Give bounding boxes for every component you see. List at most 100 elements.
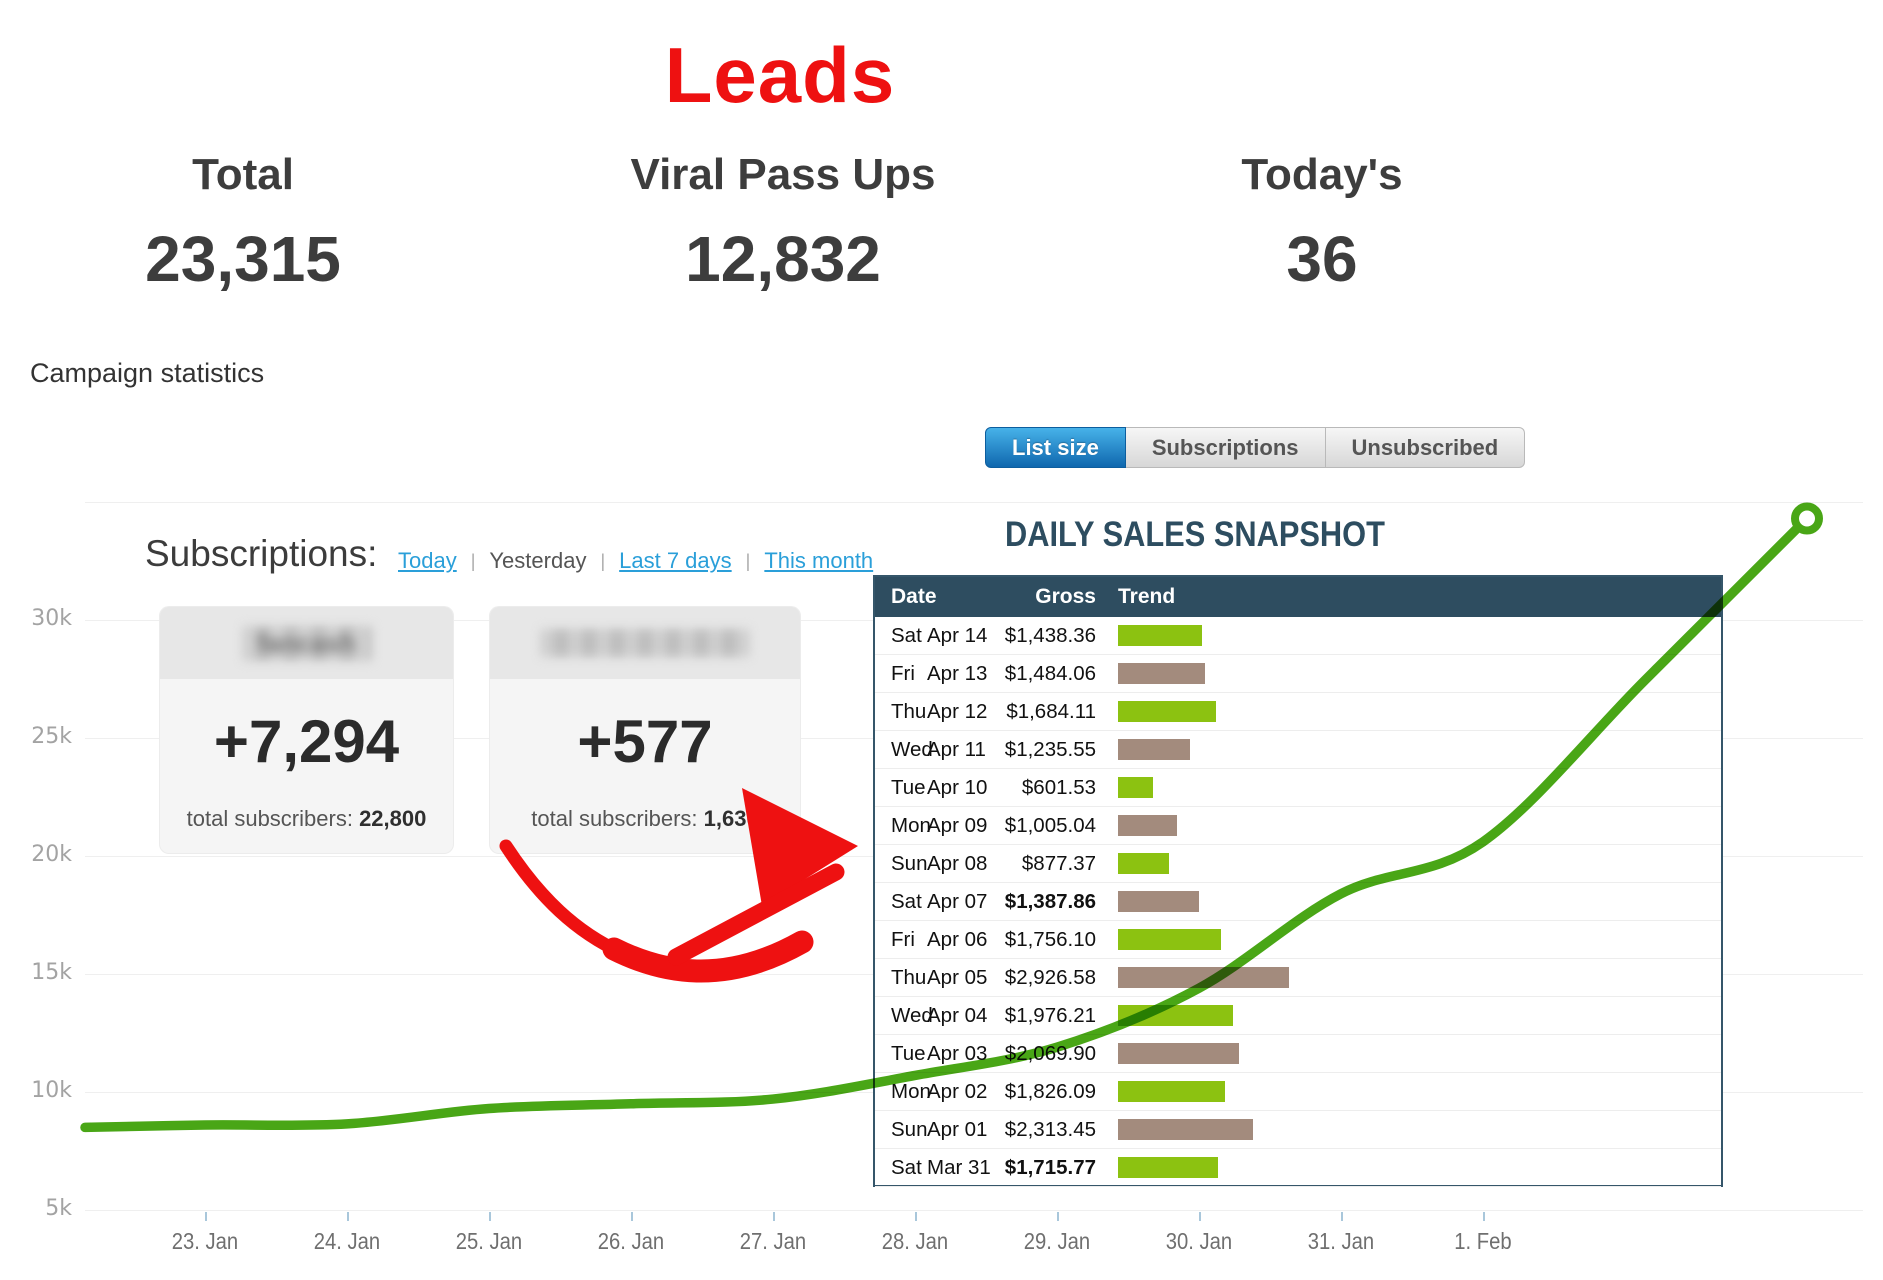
period-link-this-month[interactable]: This month [764, 548, 874, 573]
trend-bar [1118, 929, 1221, 950]
sales-row-apr-06: Fri Apr 06 $1,756.10 [875, 921, 1721, 959]
redacted-list-name: fancash [241, 625, 372, 661]
daily-sales-table: Date Gross Trend Sat Apr 14 $1,438.36 Fri Ap… [873, 575, 1723, 1187]
cell-date: Apr 12 [927, 699, 988, 723]
trend-line-end-marker [1791, 502, 1823, 535]
campaign-tab-group: List size Subscriptions Unsubscribed [985, 427, 1526, 468]
cell-day: Sat [891, 889, 922, 913]
red-arrow-shaft [499, 839, 629, 960]
tab-unsubscribed[interactable]: Unsubscribed [1325, 427, 1526, 468]
sales-row-apr-12: Thu Apr 12 $1,684.11 [875, 693, 1721, 731]
subscriber-card-2: +577 total subscribers: 1,636 [490, 607, 800, 853]
trend-bar [1118, 739, 1190, 760]
daily-sales-header-row: Date Gross Trend [875, 577, 1721, 617]
trend-bar [1118, 663, 1205, 684]
y-gridline [85, 502, 1863, 503]
cell-day: Thu [891, 699, 927, 723]
cell-gross: $1,387.86 [1004, 889, 1096, 913]
stat-value-viral-pass-ups: 12,832 [685, 223, 881, 295]
sales-row-apr-01: Sun Apr 01 $2,313.45 [875, 1111, 1721, 1149]
cell-gross: $1,684.11 [1006, 699, 1096, 723]
trend-bar [1118, 701, 1216, 722]
cell-trend [1118, 625, 1721, 646]
link-separator: | [470, 550, 476, 571]
cell-day: Fri [891, 661, 915, 685]
x-axis-label: 27. Jan [739, 1228, 807, 1254]
x-axis-tick [1341, 1212, 1343, 1221]
cell-gross: $1,756.10 [1004, 927, 1096, 951]
daily-sales-rows: Sat Apr 14 $1,438.36 Fri Apr 13 $1,484.06 Thu A… [875, 617, 1721, 1187]
cell-trend [1118, 1081, 1721, 1102]
cell-date: Apr 07 [927, 889, 988, 913]
daily-sales-title: DAILY SALES SNAPSHOT [1005, 515, 1385, 554]
link-separator: | [745, 550, 751, 571]
cell-day: Wed [891, 737, 933, 761]
cell-trend [1118, 967, 1721, 988]
x-axis-label: 31. Jan [1307, 1228, 1375, 1254]
cell-day: Sat [891, 1155, 922, 1179]
period-link-today[interactable]: Today [398, 548, 457, 573]
subscriber-delta: +7,294 [213, 708, 400, 775]
cell-trend [1118, 1005, 1721, 1026]
cell-date: Mar 31 [927, 1155, 991, 1179]
col-header-date: Date [891, 585, 937, 608]
sales-row-apr-11: Wed Apr 11 $1,235.55 [875, 731, 1721, 769]
stat-label-todays: Today's [1241, 150, 1403, 199]
trend-bar [1118, 967, 1289, 988]
cell-gross: $1,005.04 [1004, 813, 1096, 837]
campaign-statistics-label: Campaign statistics [30, 358, 265, 388]
cell-trend [1118, 1043, 1721, 1064]
stat-value-total: 23,315 [145, 223, 341, 295]
trend-bar [1118, 1081, 1225, 1102]
cell-day: Wed [891, 1003, 933, 1027]
cell-date: Apr 06 [927, 927, 988, 951]
x-axis-label: 23. Jan [171, 1228, 239, 1254]
y-axis-label: 5k [45, 1196, 72, 1221]
cell-date: Apr 05 [927, 965, 988, 989]
cell-day: Sun [891, 851, 928, 875]
cell-date: Apr 03 [927, 1041, 988, 1065]
cell-date: Apr 02 [927, 1079, 988, 1103]
cell-gross: $1,484.06 [1004, 661, 1096, 685]
cell-date: Apr 10 [927, 775, 988, 799]
tab-subscriptions[interactable]: Subscriptions [1125, 427, 1326, 468]
trend-bar [1118, 625, 1202, 646]
cell-trend [1118, 739, 1721, 760]
sales-row-apr-14: Sat Apr 14 $1,438.36 [875, 617, 1721, 655]
cell-date: Apr 09 [927, 813, 988, 837]
x-axis-tick [347, 1212, 349, 1221]
x-axis-tick [1057, 1212, 1059, 1221]
cell-day: Mon [891, 813, 931, 837]
cell-gross: $2,313.45 [1004, 1117, 1096, 1141]
subscriber-card-1: fancash +7,294 total subscribers: 22,800 [160, 607, 453, 853]
stat-value-todays: 36 [1286, 223, 1358, 295]
cell-day: Mon [891, 1079, 931, 1103]
redacted-list-name [540, 629, 750, 657]
cell-day: Sun [891, 1117, 928, 1141]
trend-bar [1118, 1157, 1218, 1178]
cell-gross: $2,926.58 [1004, 965, 1096, 989]
cell-trend [1118, 1157, 1721, 1178]
red-arrow-shaft [602, 930, 814, 983]
x-axis-tick [631, 1212, 633, 1221]
cell-trend [1118, 853, 1721, 874]
cell-gross: $1,826.09 [1004, 1079, 1096, 1103]
trend-bar [1118, 1043, 1239, 1064]
x-axis-tick [205, 1212, 207, 1221]
cell-date: Apr 14 [927, 623, 988, 647]
sales-row-apr-10: Tue Apr 10 $601.53 [875, 769, 1721, 807]
cell-date: Apr 01 [927, 1117, 988, 1141]
cell-gross: $1,715.77 [1004, 1155, 1096, 1179]
cell-trend [1118, 815, 1721, 836]
sales-row-apr-08: Sun Apr 08 $877.37 [875, 845, 1721, 883]
cell-trend [1118, 891, 1721, 912]
x-axis-label: 28. Jan [881, 1228, 949, 1254]
tab-list-size[interactable]: List size [985, 427, 1126, 468]
x-axis-label: 24. Jan [313, 1228, 381, 1254]
cell-gross: $2,069.90 [1004, 1041, 1096, 1065]
cell-day: Thu [891, 965, 927, 989]
subscriber-total: total subscribers: 1,636 [490, 806, 800, 832]
stat-label-viral-pass-ups: Viral Pass Ups [630, 150, 936, 199]
period-link-last-7-days[interactable]: Last 7 days [619, 548, 732, 573]
